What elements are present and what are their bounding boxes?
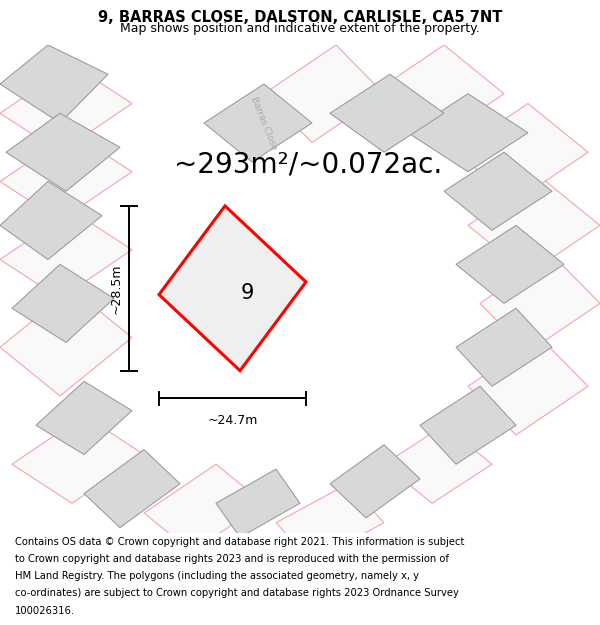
Polygon shape [6, 113, 120, 191]
Text: 9: 9 [241, 283, 254, 303]
Polygon shape [0, 45, 108, 123]
Polygon shape [84, 449, 180, 528]
Polygon shape [204, 84, 312, 162]
Polygon shape [468, 177, 600, 274]
Text: 9, BARRAS CLOSE, DALSTON, CARLISLE, CA5 7NT: 9, BARRAS CLOSE, DALSTON, CARLISLE, CA5 … [98, 10, 502, 25]
Polygon shape [12, 416, 144, 503]
Polygon shape [420, 386, 516, 464]
Polygon shape [456, 308, 552, 386]
Text: ~28.5m: ~28.5m [109, 263, 122, 314]
Polygon shape [144, 464, 264, 552]
Polygon shape [456, 104, 588, 201]
Polygon shape [216, 469, 300, 538]
Text: 100026316.: 100026316. [15, 606, 75, 616]
Polygon shape [36, 381, 132, 454]
Polygon shape [372, 45, 504, 142]
Text: ~293m²/~0.072ac.: ~293m²/~0.072ac. [174, 151, 442, 179]
Text: Contains OS data © Crown copyright and database right 2021. This information is : Contains OS data © Crown copyright and d… [15, 537, 464, 547]
Polygon shape [0, 64, 132, 152]
Polygon shape [159, 206, 306, 371]
Polygon shape [330, 445, 420, 518]
Polygon shape [0, 132, 132, 221]
Polygon shape [480, 254, 600, 352]
Text: Map shows position and indicative extent of the property.: Map shows position and indicative extent… [120, 22, 480, 35]
Polygon shape [264, 45, 384, 142]
Polygon shape [456, 226, 564, 303]
Text: ~24.7m: ~24.7m [208, 414, 257, 427]
Text: co-ordinates) are subject to Crown copyright and database rights 2023 Ordnance S: co-ordinates) are subject to Crown copyr… [15, 589, 459, 599]
Text: to Crown copyright and database rights 2023 and is reproduced with the permissio: to Crown copyright and database rights 2… [15, 554, 449, 564]
Polygon shape [0, 289, 132, 396]
Polygon shape [444, 152, 552, 230]
Polygon shape [12, 264, 114, 342]
Text: Barras Close: Barras Close [249, 95, 279, 151]
Polygon shape [330, 74, 444, 152]
Polygon shape [276, 484, 384, 562]
Polygon shape [0, 181, 102, 259]
Polygon shape [0, 211, 132, 299]
Polygon shape [468, 338, 588, 435]
Polygon shape [384, 425, 492, 503]
Polygon shape [408, 94, 528, 172]
Text: HM Land Registry. The polygons (including the associated geometry, namely x, y: HM Land Registry. The polygons (includin… [15, 571, 419, 581]
